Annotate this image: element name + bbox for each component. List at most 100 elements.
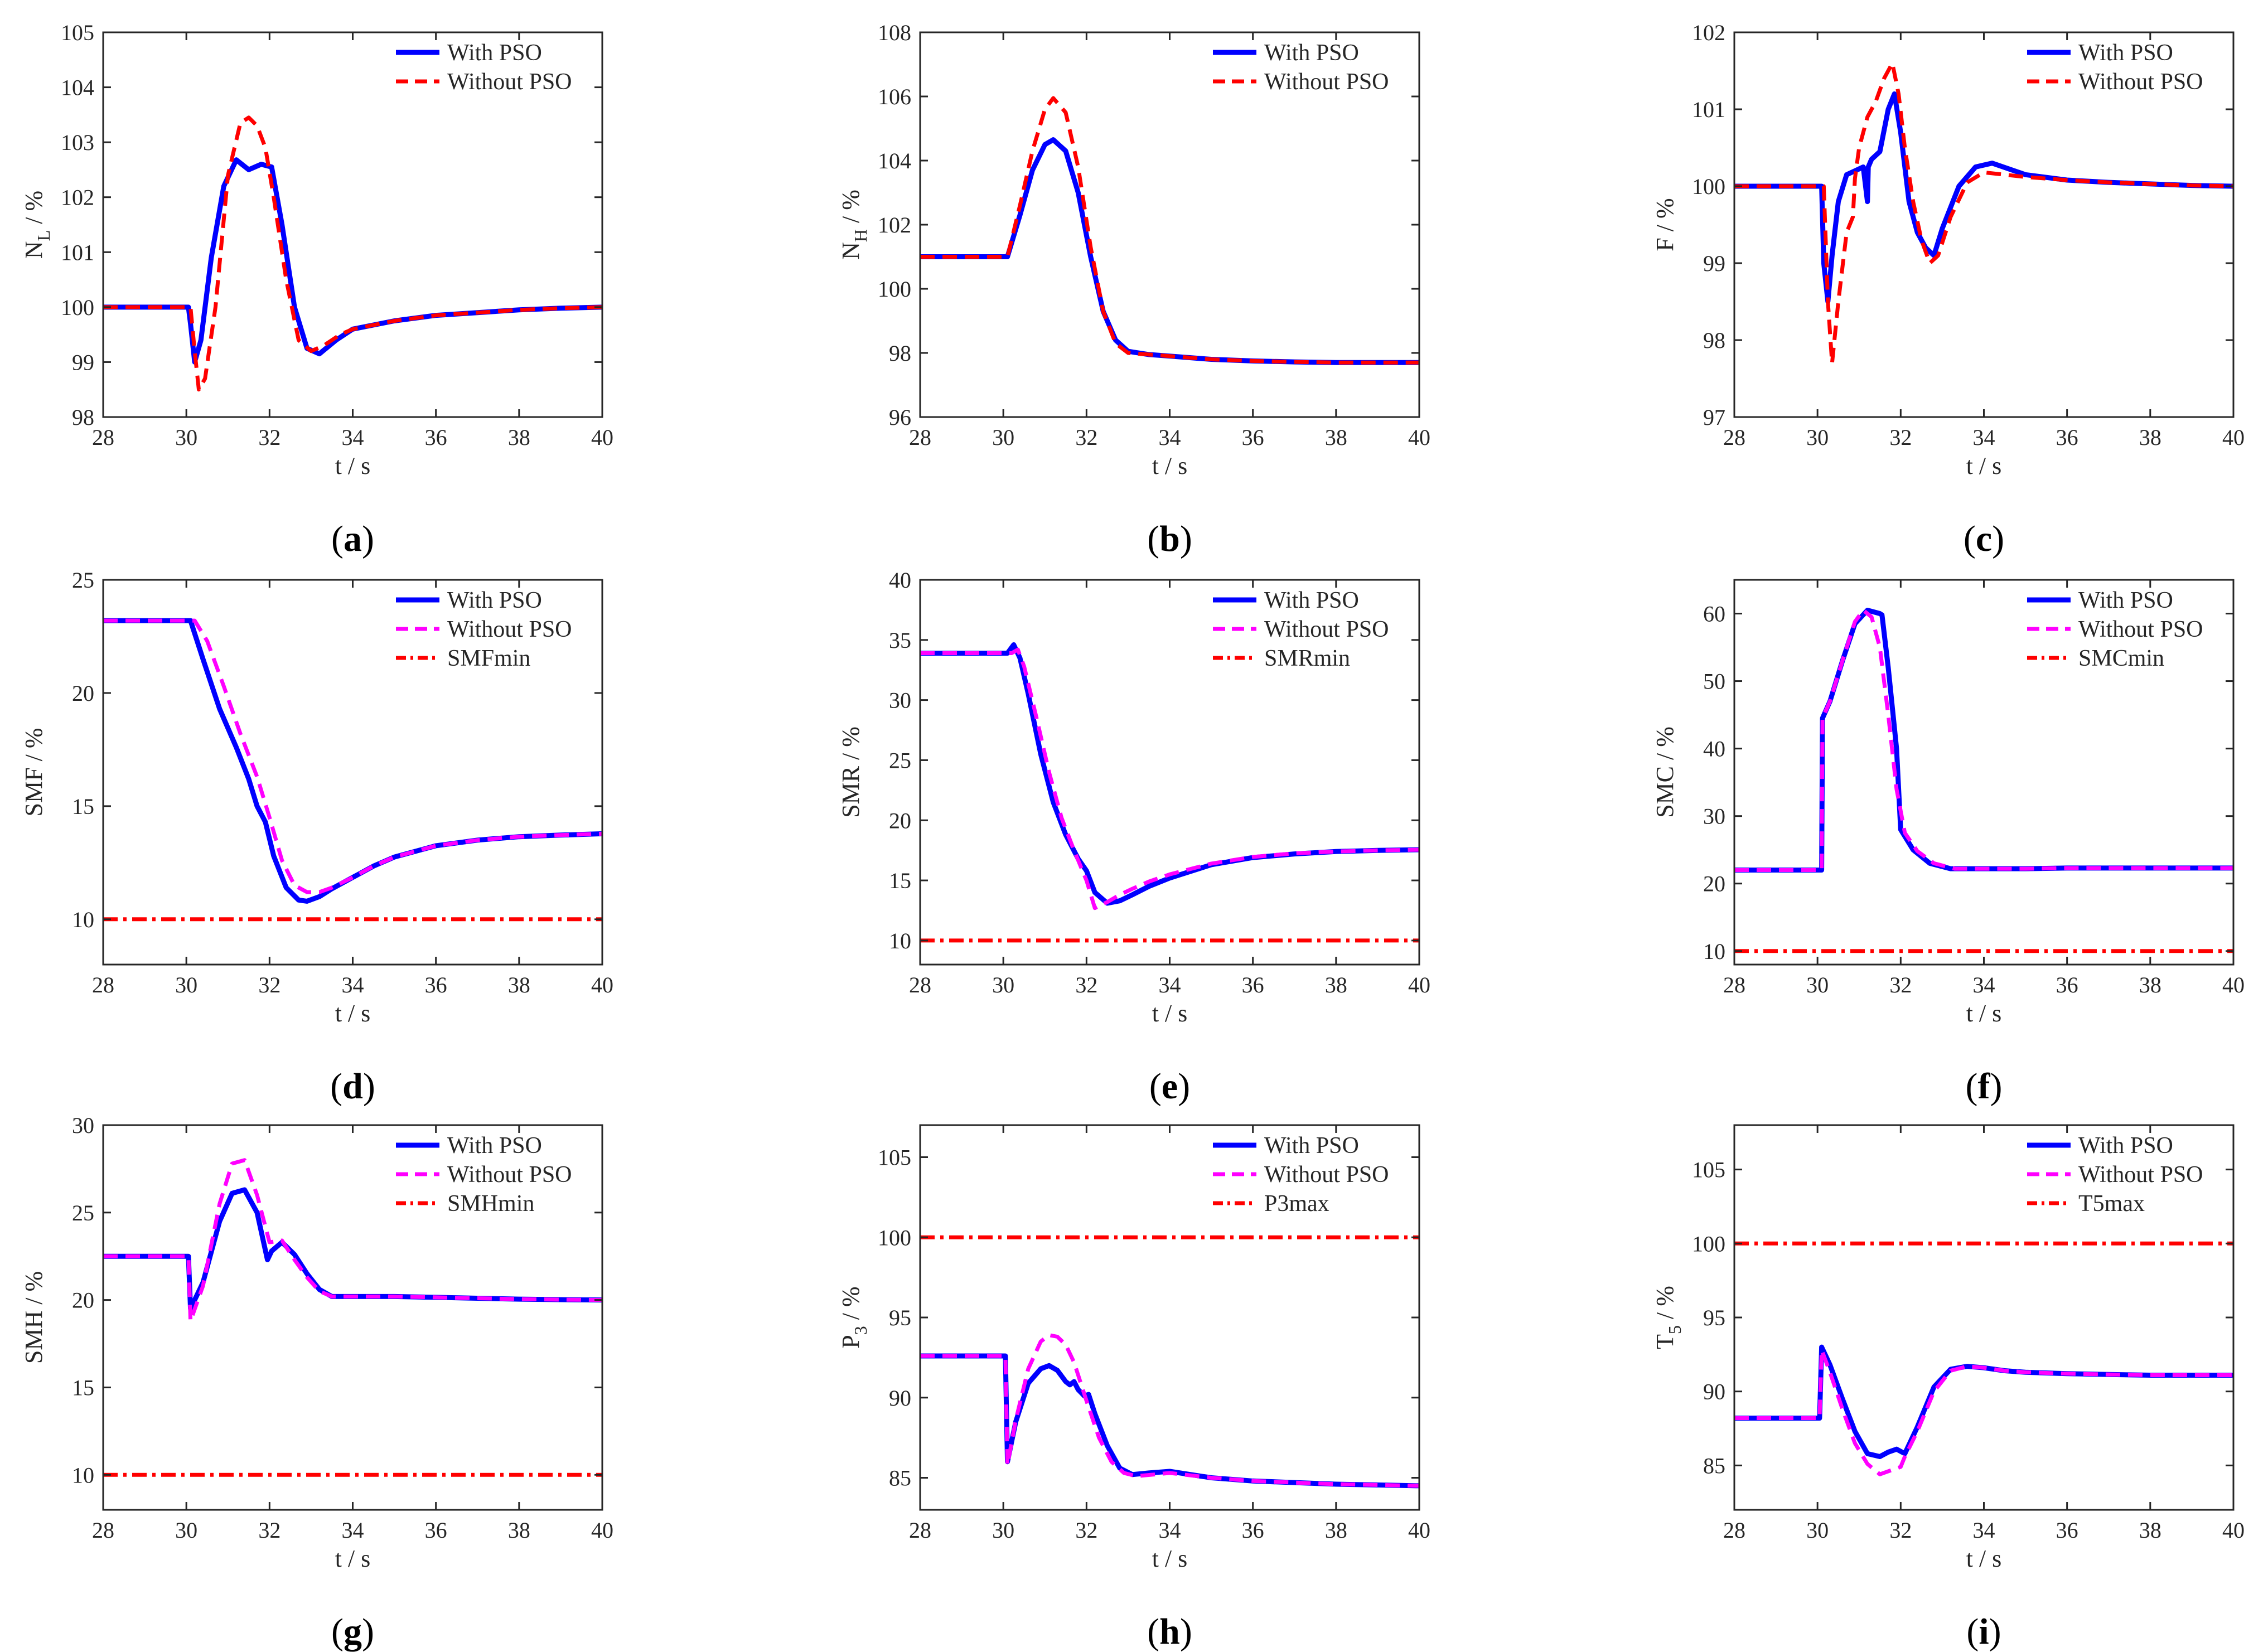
series-with-pso: [920, 642, 1419, 906]
y-label-main: T: [1651, 1334, 1679, 1349]
x-tick-label: 36: [1242, 1518, 1264, 1543]
legend-entry: P3max: [1264, 1191, 1329, 1217]
y-label-main: SMC: [1651, 766, 1679, 818]
y-tick-label: 95: [889, 1305, 911, 1330]
y-tick-label: 30: [889, 688, 911, 713]
y-tick-label: 85: [1703, 1453, 1725, 1478]
y-label-sub: H: [850, 229, 871, 242]
x-tick-label: 34: [1973, 972, 1995, 997]
legend-entry: Without PSO: [447, 1162, 572, 1188]
legend-entry: With PSO: [2078, 40, 2173, 66]
series-with-pso: [103, 157, 602, 365]
caption-letter: g: [344, 1611, 362, 1652]
y-tick-label: 97: [1703, 405, 1725, 430]
caption-letter: c: [1976, 519, 1992, 559]
legend-entry: With PSO: [2078, 588, 2173, 613]
x-axis-label: t / s: [1966, 1000, 2002, 1027]
y-tick-label: 85: [889, 1466, 911, 1491]
y-tick-label: 95: [1703, 1305, 1725, 1330]
subfigure-caption: (e): [1149, 1066, 1190, 1107]
y-tick-label: 20: [72, 1288, 94, 1313]
y-tick-label: 100: [878, 277, 911, 302]
y-label-sub: L: [33, 230, 54, 241]
y-label-main: N: [837, 242, 864, 260]
series-without-pso: [1734, 1348, 2233, 1476]
x-axis-label: t / s: [1966, 1545, 2002, 1572]
y-tick-label: 99: [72, 350, 94, 375]
y-tick-label: 101: [1692, 97, 1725, 122]
legend-entry: Without PSO: [2078, 617, 2203, 642]
y-tick-label: 20: [72, 681, 94, 706]
x-tick-label: 40: [1408, 1518, 1430, 1543]
x-tick-label: 32: [258, 425, 281, 450]
y-tick-label: 106: [878, 84, 911, 109]
legend: With PSO Without PSO SMCmin: [2027, 588, 2203, 671]
x-axis-label: t / s: [335, 1000, 371, 1027]
legend-entry: With PSO: [1264, 1133, 1359, 1159]
y-tick-label: 30: [1703, 804, 1725, 829]
y-tick-label: 98: [1703, 328, 1725, 353]
x-tick-label: 36: [425, 972, 447, 997]
y-label-main: P: [837, 1335, 864, 1348]
y-tick-label: 10: [72, 1462, 94, 1488]
x-tick-label: 28: [1723, 425, 1745, 450]
x-axis-label: t / s: [1152, 452, 1188, 479]
x-axis-label: t / s: [335, 1545, 371, 1572]
legend-entry: SMHmin: [447, 1191, 534, 1217]
x-tick-label: 36: [425, 1518, 447, 1543]
x-tick-label: 34: [342, 425, 364, 450]
x-tick-label: 32: [1889, 1518, 1912, 1543]
legend: With PSO Without PSO: [1213, 40, 1389, 95]
caption-letter: d: [342, 1066, 363, 1107]
legend-entry: SMRmin: [1264, 646, 1350, 671]
x-tick-label: 36: [2056, 425, 2078, 450]
x-tick-label: 40: [2222, 425, 2245, 450]
legend-entry: With PSO: [447, 1133, 542, 1159]
y-tick-label: 105: [878, 1145, 911, 1170]
caption-letter: b: [1159, 519, 1180, 559]
y-label-unit: / %: [20, 1271, 47, 1311]
y-tick-label: 10: [1703, 939, 1725, 964]
y-tick-label: 15: [889, 868, 911, 893]
x-tick-label: 28: [92, 972, 114, 997]
series-without-pso: [103, 618, 602, 894]
chart-g: 28 30 32 34 36 38 40 10 15 20 25 30 t / s SMH / % With…: [20, 1113, 613, 1652]
subfigure-caption: (d): [330, 1066, 375, 1107]
x-tick-label: 36: [1242, 425, 1264, 450]
x-tick-label: 28: [909, 425, 931, 450]
subfigure-caption: (h): [1147, 1611, 1192, 1652]
x-tick-label: 30: [175, 425, 197, 450]
y-label-unit: / %: [837, 726, 864, 766]
y-axis-label: SMC / %: [1651, 726, 1679, 818]
y-label-main: SMH: [20, 1311, 47, 1364]
series-without-pso: [103, 115, 602, 392]
series-with-pso: [1734, 1344, 2233, 1459]
chart-c: 28 30 32 34 36 38 40 97 98 99 100 101 102 t / s F / % W…: [1651, 20, 2245, 559]
y-tick-label: 102: [61, 185, 94, 210]
y-label-main: F: [1651, 238, 1679, 251]
legend: With PSO Without PSO SMHmin: [396, 1133, 572, 1217]
x-tick-label: 32: [258, 1518, 281, 1543]
chart-b: 28 30 32 34 36 38 40 96 98 100 102 104 106 108 t / s NH…: [837, 20, 1430, 559]
y-tick-label: 98: [889, 341, 911, 366]
x-tick-label: 32: [1075, 1518, 1097, 1543]
x-tick-label: 32: [1075, 972, 1097, 997]
legend: With PSO Without PSO T5max: [2027, 1133, 2203, 1217]
y-tick-label: 15: [72, 1375, 94, 1400]
x-tick-label: 38: [1325, 1518, 1347, 1543]
x-tick-label: 30: [992, 1518, 1014, 1543]
legend-entry: With PSO: [447, 40, 542, 66]
chart-f: 28 30 32 34 36 38 40 10 20 30 40 50 60 t / s SMC / % Wi…: [1651, 579, 2245, 1107]
y-tick-label: 15: [72, 794, 94, 819]
subfigure-caption: (a): [331, 519, 374, 559]
y-label-unit: / %: [1651, 198, 1679, 238]
x-tick-label: 32: [1075, 425, 1097, 450]
y-label-main: SMR: [837, 766, 864, 818]
x-tick-label: 30: [992, 425, 1014, 450]
x-tick-label: 34: [342, 972, 364, 997]
y-tick-label: 60: [1703, 602, 1725, 627]
y-label-main: N: [20, 241, 47, 259]
y-tick-label: 40: [1703, 737, 1725, 762]
x-tick-label: 32: [1889, 425, 1912, 450]
